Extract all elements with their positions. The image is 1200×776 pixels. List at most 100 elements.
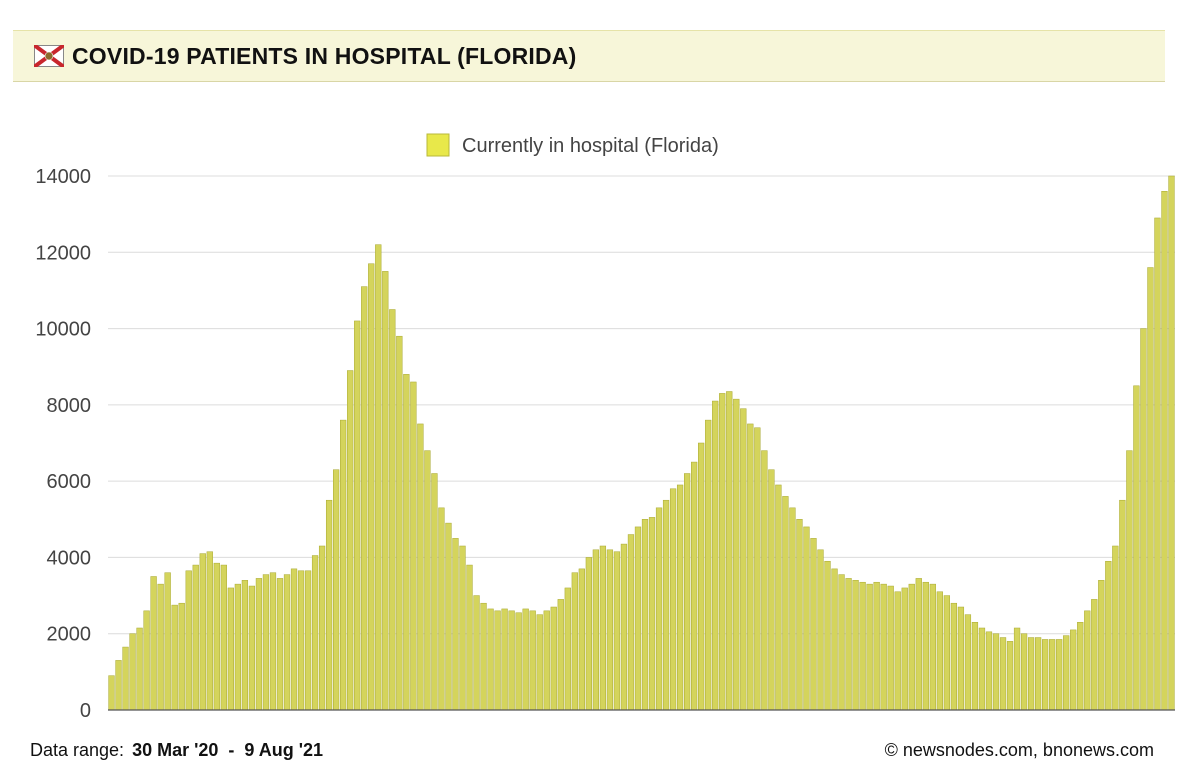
bar [719,393,726,711]
bar [1112,545,1119,711]
bar [248,585,256,711]
bar [241,580,249,711]
bar [936,591,943,711]
bar [796,519,803,711]
bar [185,570,192,711]
legend-swatch [426,133,450,157]
bar [445,522,452,711]
bar [992,633,1000,711]
hospital-bar-chart: Currently in hospital (Florida) 0 2000 400… [35,133,1175,722]
bar [1013,627,1021,711]
chart-grid [108,175,1175,635]
bar [880,583,887,711]
bar [459,545,466,711]
bar [669,488,677,711]
y-tick-label: 12000 [35,242,91,264]
bar [599,545,607,711]
bar [922,581,929,711]
bar [340,419,347,711]
bar [501,608,508,711]
bar [143,610,150,711]
bar [178,602,185,711]
bar [768,469,775,711]
y-tick-label: 8000 [47,395,92,417]
y-tick-label: 10000 [35,319,91,341]
bar [915,578,922,711]
bar [213,562,220,711]
bar [1077,622,1084,711]
bar [754,427,761,711]
bar [262,574,270,711]
bar [1056,639,1063,711]
bar [691,461,698,711]
bar [887,585,894,711]
bar [382,271,389,711]
bar [480,602,487,711]
bar [543,610,550,711]
bar [452,538,459,711]
y-axis-ticks: 0 2000 4000 6000 8000 10000 12000 14000 [35,166,91,722]
bar [325,499,333,711]
bar [1098,580,1105,711]
bar [396,335,403,711]
bar [1034,637,1042,711]
bar [389,309,396,711]
bar [1126,450,1133,711]
bar [333,469,340,711]
bar [494,610,501,711]
bar [676,484,684,711]
bar [831,568,838,711]
bar [733,398,740,711]
bar [150,576,157,711]
bar [417,423,424,711]
bar [648,517,656,711]
bar [1119,499,1126,711]
bar [810,538,817,711]
bar [929,583,936,711]
bar [283,574,291,711]
bar [957,606,965,711]
bar [564,587,571,711]
chart-header: COVID-19 PATIENTS IN HOSPITAL (FLORIDA) [13,30,1165,82]
bar [873,581,880,711]
bar [431,473,438,711]
bar [740,408,747,711]
bar [136,627,143,711]
bar [487,608,494,711]
bar [1168,175,1175,711]
bar [290,568,298,711]
bar [115,660,122,711]
bar [571,572,578,711]
bar [978,627,986,711]
bar-series [108,175,1175,711]
florida-flag-icon [34,45,64,67]
bar [410,381,417,711]
bar [375,244,382,711]
bar [817,549,824,711]
bar [592,549,599,711]
bar [318,545,326,711]
data-range-label: Data range: [30,740,125,760]
bar [985,631,993,711]
bar [1063,635,1070,711]
bar [859,581,866,711]
bar [684,473,691,711]
bar [789,507,796,711]
bar [1084,610,1091,711]
bar [255,578,263,711]
y-tick-label: 2000 [47,624,92,646]
bar [726,391,733,711]
bar [641,519,649,711]
bar [627,534,635,711]
bar [578,568,585,711]
bar [304,570,312,711]
bar [297,570,305,711]
data-range-value: 30 Mar '20 - 9 Aug '21 [132,740,324,760]
bar [908,583,915,711]
bar [269,572,277,711]
bar [1042,639,1049,711]
bar [943,595,950,711]
bar [1161,191,1168,711]
bar [354,320,361,711]
bar [227,587,234,711]
